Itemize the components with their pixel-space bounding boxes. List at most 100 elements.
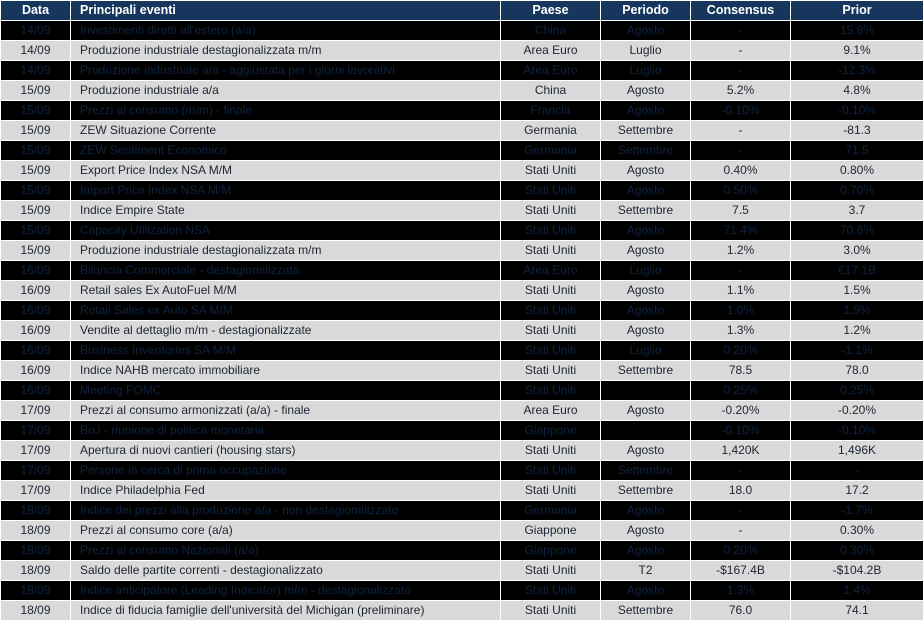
cell-country: China	[500, 80, 601, 101]
table-row: 17/09 Persone in cerca di prima occupazio…	[0, 460, 923, 481]
cell-country: Stati Uniti	[500, 160, 601, 181]
cell-country: Stati Uniti	[500, 380, 601, 401]
table-row: 17/09 Apertura di nuovi cantieri (housing…	[0, 440, 923, 461]
cell-prior: 9.1%	[790, 40, 923, 61]
cell-country: Stati Uniti	[500, 560, 601, 581]
cell-country: Germania	[500, 140, 601, 161]
cell-date: 15/09	[0, 100, 71, 121]
table-header: Data Principali eventi Paese Periodo Con…	[0, 0, 923, 21]
cell-consensus: 71.4%	[690, 220, 791, 241]
cell-consensus: 0.20%	[690, 340, 791, 361]
column-header-period: Periodo	[600, 0, 691, 21]
cell-period: Agosto	[600, 100, 691, 121]
cell-consensus: 1.3%	[690, 320, 791, 341]
cell-prior: 71.5	[790, 140, 923, 161]
cell-event: Apertura di nuovi cantieri (housing star…	[70, 440, 501, 461]
cell-prior: 1.4%	[790, 580, 923, 601]
cell-prior: 1,496K	[790, 440, 923, 461]
cell-event: Retail Sales ex Auto SA M/M	[70, 300, 501, 321]
cell-consensus: 0.20%	[690, 540, 791, 561]
cell-period: Agosto	[600, 440, 691, 461]
cell-event: Capacity Utilization NSA	[70, 220, 501, 241]
cell-consensus: 1.2%	[690, 240, 791, 261]
cell-event: BoJ - riunione di politica monetaria	[70, 420, 501, 441]
cell-consensus: 1.3%	[690, 580, 791, 601]
table-row: 15/09 ZEW Sentiment Economico Germania Sett…	[0, 140, 923, 161]
cell-period: Agosto	[600, 280, 691, 301]
cell-date: 15/09	[0, 160, 71, 181]
cell-period: Agosto	[600, 220, 691, 241]
cell-date: 18/09	[0, 500, 71, 521]
column-header-date: Data	[0, 0, 71, 21]
cell-period	[600, 380, 691, 401]
cell-country: Stati Uniti	[500, 280, 601, 301]
cell-period: Luglio	[600, 260, 691, 281]
cell-country: Francia	[500, 100, 601, 121]
cell-prior: 3.0%	[790, 240, 923, 261]
cell-prior: -	[790, 460, 923, 481]
cell-prior: 0.70%	[790, 180, 923, 201]
cell-country: Stati Uniti	[500, 340, 601, 361]
table-row: 17/09 Prezzi al consumo armonizzati (a/a)…	[0, 400, 923, 421]
table-row: 15/09 Produzione industriale destagionali…	[0, 240, 923, 261]
table-row: 18/09 Indice anticipatore (Leading Indica…	[0, 580, 923, 601]
cell-date: 16/09	[0, 280, 71, 301]
cell-consensus: -0.10%	[690, 420, 791, 441]
cell-period: Agosto	[600, 80, 691, 101]
cell-event: Meeting FOMC	[70, 380, 501, 401]
cell-event: Prezzi al consumo (m/m) - finale	[70, 100, 501, 121]
cell-date: 14/09	[0, 20, 71, 41]
cell-consensus: -	[690, 60, 791, 81]
cell-date: 16/09	[0, 320, 71, 341]
cell-date: 17/09	[0, 480, 71, 501]
cell-prior: -0.10%	[790, 420, 923, 441]
cell-country: Giappone	[500, 520, 601, 541]
cell-consensus: -	[690, 140, 791, 161]
cell-date: 18/09	[0, 540, 71, 561]
table-row: 15/09 Import Price Index NSA M/M Stati Uni…	[0, 180, 923, 201]
cell-country: Giappone	[500, 540, 601, 561]
cell-period: Agosto	[600, 500, 691, 521]
cell-country: Stati Uniti	[500, 480, 601, 501]
cell-country: Stati Uniti	[500, 200, 601, 221]
table-row: 17/09 Indice Philadelphia Fed Stati Uniti S…	[0, 480, 923, 501]
cell-date: 16/09	[0, 340, 71, 361]
cell-country: Stati Uniti	[500, 220, 601, 241]
cell-event: Vendite al dettaglio m/m - destagionaliz…	[70, 320, 501, 341]
cell-event: ZEW Sentiment Economico	[70, 140, 501, 161]
cell-event: Retail sales Ex AutoFuel M/M	[70, 280, 501, 301]
cell-consensus: 78.5	[690, 360, 791, 381]
cell-date: 14/09	[0, 40, 71, 61]
cell-date: 17/09	[0, 400, 71, 421]
cell-consensus: -	[690, 20, 791, 41]
cell-date: 15/09	[0, 220, 71, 241]
cell-date: 17/09	[0, 460, 71, 481]
table-row: 14/09 Produzione industriale destagionali…	[0, 40, 923, 61]
table-row: 15/09 Prezzi al consumo (m/m) - finale Fra…	[0, 100, 923, 121]
table-row: 15/09 Export Price Index NSA M/M Stati Uni…	[0, 160, 923, 181]
table-row: 14/09 Produzione industriale a/a - aggius…	[0, 60, 923, 81]
cell-consensus: -0.10%	[690, 100, 791, 121]
cell-period: Settembre	[600, 460, 691, 481]
cell-prior: €17.1B	[790, 260, 923, 281]
table-row: 18/09 Saldo delle partite correnti - dest…	[0, 560, 923, 581]
cell-event: Produzione industriale a/a	[70, 80, 501, 101]
cell-consensus: 1,420K	[690, 440, 791, 461]
cell-prior: 1.9%	[790, 300, 923, 321]
cell-event: Saldo delle partite correnti - destagion…	[70, 560, 501, 581]
cell-date: 18/09	[0, 580, 71, 601]
table-row: 15/09 Capacity Utilization NSA Stati Uniti…	[0, 220, 923, 241]
cell-event: Bilancia Commerciale - destagionalizzata	[70, 260, 501, 281]
cell-consensus: 5.2%	[690, 80, 791, 101]
cell-event: Indice NAHB mercato immobiliare	[70, 360, 501, 381]
cell-event: Prezzi al consumo armonizzati (a/a) - fi…	[70, 400, 501, 421]
cell-prior: 0.30%	[790, 540, 923, 561]
cell-prior: 0.80%	[790, 160, 923, 181]
cell-event: Indice Philadelphia Fed	[70, 480, 501, 501]
table-row: 16/09 Vendite al dettaglio m/m - destagio…	[0, 320, 923, 341]
cell-date: 15/09	[0, 180, 71, 201]
cell-prior: -0.10%	[790, 100, 923, 121]
cell-event: ZEW Situazione Corrente	[70, 120, 501, 141]
cell-period	[600, 420, 691, 441]
